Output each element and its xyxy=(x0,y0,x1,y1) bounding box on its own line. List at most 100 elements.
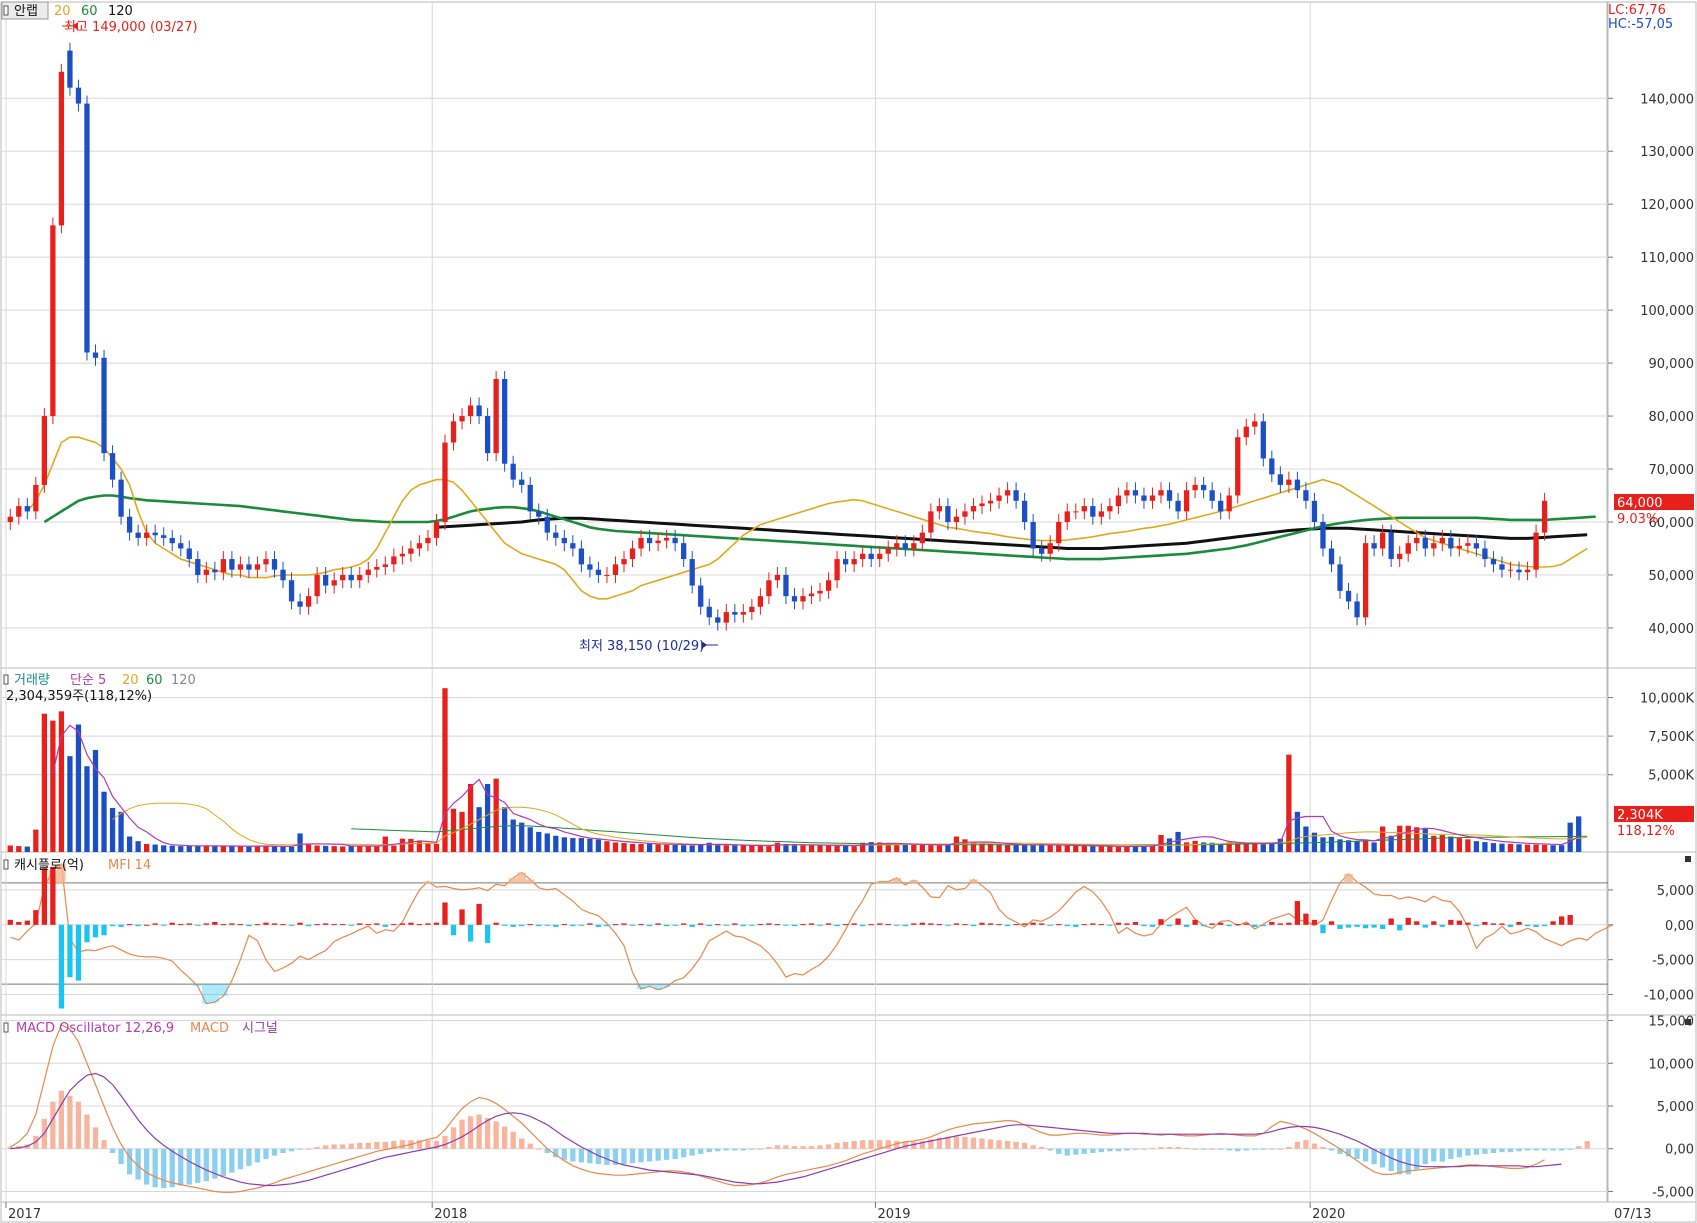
macd-oscillator-bar xyxy=(1456,1148,1462,1158)
macd-oscillator-bar xyxy=(919,1141,925,1149)
volume-bar xyxy=(178,846,184,852)
candle-body xyxy=(1422,537,1428,549)
macd-oscillator-bar xyxy=(1362,1148,1369,1162)
volume-bar xyxy=(195,845,201,852)
volume-bar xyxy=(604,841,610,852)
macd-oscillator-bar xyxy=(1303,1140,1309,1149)
low-arrow-head xyxy=(701,641,708,649)
cashflow-bars xyxy=(7,866,1573,1009)
mfi-overbought-fill xyxy=(909,880,919,883)
volume-bar xyxy=(698,843,704,852)
macd-oscillator-bar xyxy=(357,1142,363,1149)
cashflow-bar xyxy=(1456,920,1462,925)
mfi-line-path xyxy=(10,862,1614,1005)
cashflow-bar xyxy=(502,924,508,926)
candle-body xyxy=(519,479,525,485)
volume-bar xyxy=(1064,845,1070,852)
volume-bar xyxy=(1107,846,1113,852)
cashflow-collapse-icon[interactable] xyxy=(1685,856,1691,862)
cashflow-bar xyxy=(484,924,491,943)
volume-bar xyxy=(1200,842,1207,852)
candle-body xyxy=(970,506,977,512)
candle-body xyxy=(587,564,593,570)
macd-oscillator-bar xyxy=(1115,1148,1122,1152)
cashflow-bar xyxy=(1354,924,1360,927)
macd-oscillator-bar xyxy=(212,1148,218,1179)
cashflow-bar xyxy=(698,923,704,925)
volume-bar xyxy=(416,840,423,852)
cashflow-handle-icon[interactable] xyxy=(3,859,9,870)
macd-oscillator-bar xyxy=(1030,1145,1036,1149)
macd-oscillator-bar xyxy=(945,1136,951,1149)
volume-bar xyxy=(203,845,209,852)
macd-oscillator-bar xyxy=(1533,1148,1539,1151)
volume-moving-averages xyxy=(52,724,1588,848)
volume-bar xyxy=(288,846,295,852)
cashflow-bar xyxy=(1431,921,1437,925)
volume-bar xyxy=(229,845,235,852)
tab-handle-icon[interactable] xyxy=(3,5,9,16)
macd-oscillator-bar xyxy=(715,1148,721,1152)
macd-oscillator-bar xyxy=(1490,1148,1497,1153)
volume-bar xyxy=(1567,822,1573,852)
cashflow-bar xyxy=(1200,924,1207,927)
macd-oscillator-bar xyxy=(1379,1148,1386,1168)
volume-bar xyxy=(544,833,550,852)
candle-body xyxy=(442,442,448,522)
candle-body xyxy=(1516,569,1522,573)
ma20-label: 20 xyxy=(54,4,71,19)
price-y-tick-label: 50,000 xyxy=(1649,569,1695,584)
mfi-oversold-fill xyxy=(636,984,646,989)
candle-body xyxy=(220,559,227,573)
candle-body xyxy=(698,585,704,607)
macd-oscillator-bar xyxy=(894,1141,900,1149)
cashflow-y-tick-label: -10,000 xyxy=(1644,989,1694,1004)
macd-oscillator-bar xyxy=(340,1144,346,1149)
volume-bar xyxy=(442,688,448,852)
volume-bar xyxy=(1183,842,1190,852)
volume-bar xyxy=(1473,841,1480,852)
volume-bar xyxy=(689,845,695,852)
candle-body xyxy=(902,543,908,549)
candle-body xyxy=(1013,490,1019,501)
candle-body xyxy=(996,495,1002,501)
cashflow-bar xyxy=(203,923,209,925)
volume-bar xyxy=(800,844,806,852)
cashflow-bar xyxy=(1252,924,1258,927)
volume-bar xyxy=(24,846,30,852)
macd-oscillator-bar xyxy=(425,1140,431,1149)
volume-bar xyxy=(67,756,73,852)
macd-oscillator-bar xyxy=(1260,1148,1266,1150)
candle-body xyxy=(459,416,465,422)
volume-bar xyxy=(271,846,278,852)
cashflow-bar xyxy=(527,924,533,926)
cashflow-bar xyxy=(800,924,806,926)
volume-bar xyxy=(570,838,576,852)
cashflow-bar xyxy=(442,902,448,925)
volume-handle-icon[interactable] xyxy=(3,674,9,685)
candle-body xyxy=(1030,521,1036,549)
volume-bar xyxy=(1039,844,1045,852)
volume-bar xyxy=(1252,843,1258,852)
candle-body xyxy=(1337,564,1343,591)
macd-oscillator-bar xyxy=(220,1148,227,1177)
macd-oscillator-bar xyxy=(936,1137,943,1149)
candle-body xyxy=(1218,500,1224,512)
cashflow-bar xyxy=(16,922,22,925)
cashflow-bar xyxy=(212,922,218,925)
candle-body xyxy=(1379,532,1386,549)
macd-oscillator-bar xyxy=(723,1148,729,1151)
cashflow-bar xyxy=(987,923,994,925)
cashflow-bar xyxy=(1149,924,1156,927)
volume-bar xyxy=(7,845,13,852)
candle-body xyxy=(1482,548,1488,560)
candle-body xyxy=(1294,479,1301,491)
candle-body xyxy=(1490,559,1497,565)
cashflow-bar xyxy=(220,924,227,926)
macd-collapse-icon[interactable] xyxy=(1685,1019,1691,1025)
tab-label[interactable]: 안랩 xyxy=(14,4,38,19)
cashflow-bar xyxy=(459,909,465,925)
cashflow-bar xyxy=(1030,922,1036,925)
macd-handle-icon[interactable] xyxy=(3,1022,9,1033)
candle-body xyxy=(1081,506,1087,512)
